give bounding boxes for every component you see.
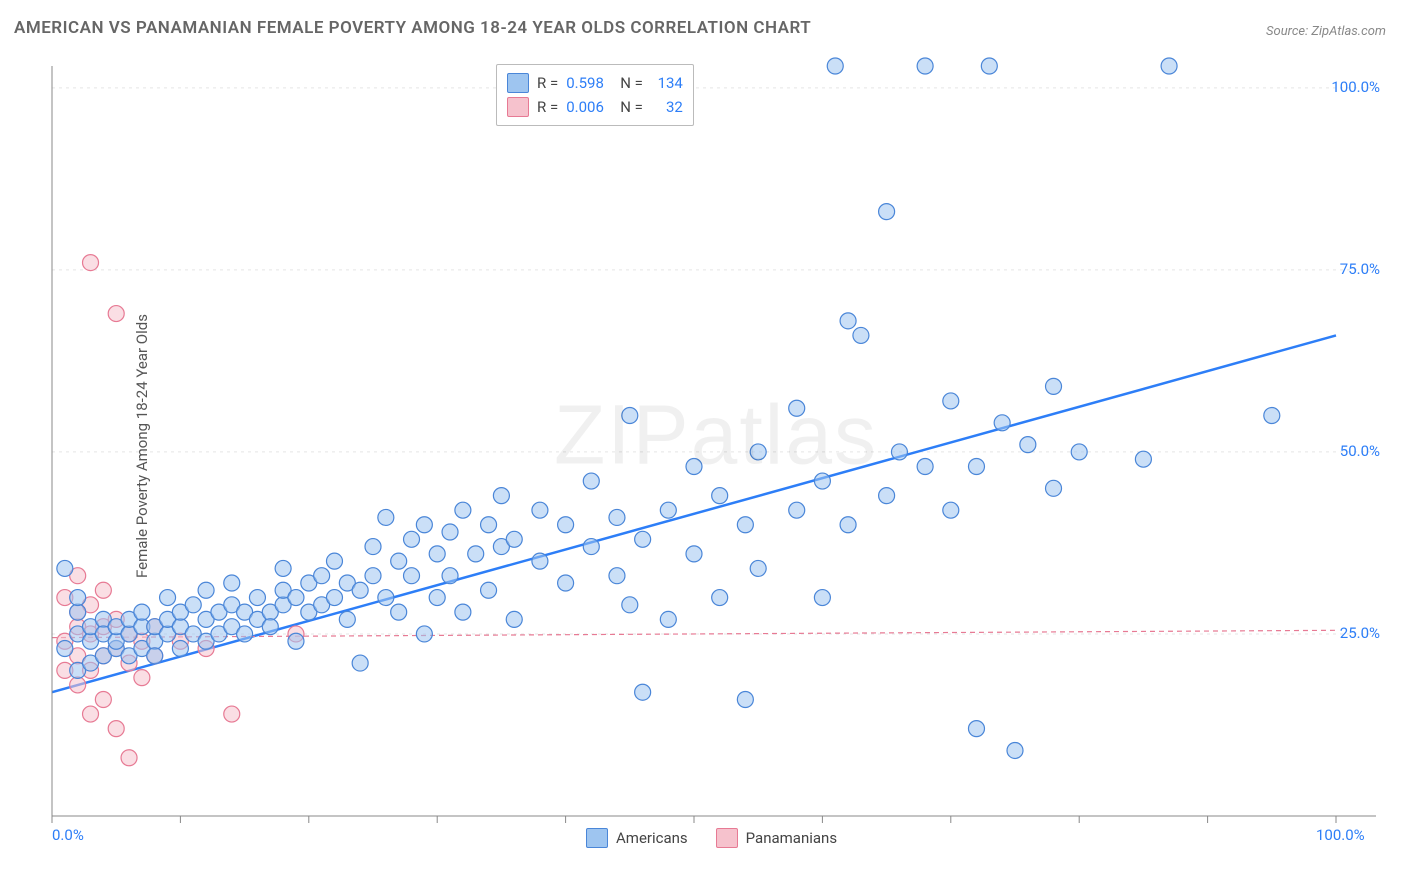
y-tick-label: 25.0% bbox=[1340, 624, 1380, 642]
chart-container: AMERICAN VS PANAMANIAN FEMALE POVERTY AM… bbox=[0, 0, 1406, 892]
legend-label: Americans bbox=[616, 829, 688, 847]
legend-swatch-icon bbox=[716, 828, 738, 848]
x-tick-label: 100.0% bbox=[1316, 826, 1365, 844]
legend-swatch-icon bbox=[586, 828, 608, 848]
stats-row: R = 0.006 N = 32 bbox=[507, 95, 683, 119]
stat-r-value: 0.006 bbox=[566, 95, 612, 119]
stats-legend-box: R = 0.598 N = 134 R = 0.006 N = 32 bbox=[496, 64, 694, 126]
stat-n-value: 134 bbox=[651, 71, 683, 95]
y-tick-label: 75.0% bbox=[1340, 260, 1380, 278]
legend-item: Panamanians bbox=[716, 828, 837, 848]
stat-r-value: 0.598 bbox=[566, 71, 612, 95]
series-swatch-icon bbox=[507, 97, 529, 117]
x-tick-label: 0.0% bbox=[52, 826, 84, 844]
stat-n-label: N = bbox=[620, 71, 643, 95]
series-swatch-icon bbox=[507, 73, 529, 93]
series-legend: Americans Panamanians bbox=[586, 828, 837, 848]
y-tick-label: 100.0% bbox=[1331, 78, 1380, 96]
source-label: Source: ZipAtlas.com bbox=[1266, 24, 1386, 39]
stat-n-value: 32 bbox=[651, 95, 683, 119]
chart-svg bbox=[46, 56, 1386, 846]
y-tick-label: 50.0% bbox=[1340, 442, 1380, 460]
legend-label: Panamanians bbox=[746, 829, 837, 847]
stat-r-label: R = bbox=[537, 95, 558, 119]
legend-item: Americans bbox=[586, 828, 688, 848]
stats-row: R = 0.598 N = 134 bbox=[507, 71, 683, 95]
stat-r-label: R = bbox=[537, 71, 558, 95]
chart-title: AMERICAN VS PANAMANIAN FEMALE POVERTY AM… bbox=[14, 18, 811, 38]
plot-area: ZIPatlas R =0.598N =134R =0.006N =32 Ame… bbox=[46, 56, 1386, 846]
stat-n-label: N = bbox=[620, 95, 643, 119]
